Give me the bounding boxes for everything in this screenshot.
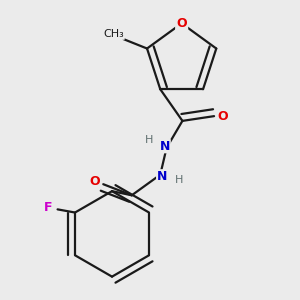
Text: O: O xyxy=(89,175,100,188)
Text: N: N xyxy=(160,140,170,153)
Text: O: O xyxy=(218,110,228,123)
Text: CH₃: CH₃ xyxy=(103,29,124,39)
Text: N: N xyxy=(157,170,167,183)
Text: F: F xyxy=(44,201,52,214)
Text: O: O xyxy=(176,17,187,30)
Text: H: H xyxy=(145,135,153,145)
Text: H: H xyxy=(174,176,183,185)
